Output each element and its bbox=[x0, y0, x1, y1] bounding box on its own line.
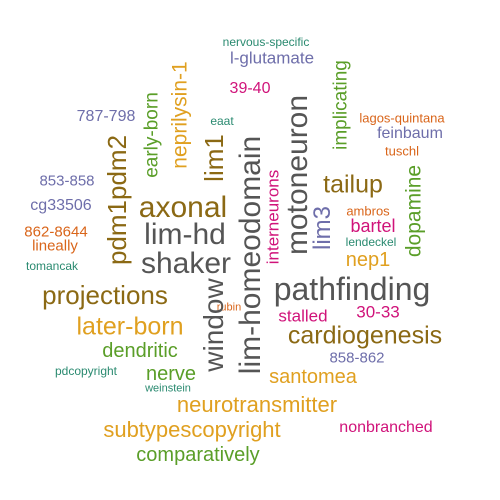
word: later-born bbox=[76, 312, 184, 341]
word: lagos-quintana bbox=[359, 110, 445, 126]
word: pdcopyright bbox=[54, 364, 118, 378]
word: lim1 bbox=[199, 134, 229, 182]
word: neprilysin-1 bbox=[168, 61, 192, 169]
word: lineally bbox=[32, 237, 78, 255]
word: window bbox=[198, 278, 229, 372]
word: projections bbox=[42, 280, 168, 310]
word: 30-33 bbox=[356, 302, 400, 322]
word: bartel bbox=[350, 216, 396, 236]
word: rubin bbox=[216, 301, 242, 314]
word: nep1 bbox=[345, 249, 391, 271]
word: nonbranched bbox=[339, 419, 433, 436]
word: 787-798 bbox=[76, 108, 136, 125]
word: axonal bbox=[138, 191, 228, 224]
word: cardiogenesis bbox=[287, 321, 443, 350]
word: 853-858 bbox=[39, 172, 95, 190]
word: neurotransmitter bbox=[176, 392, 338, 417]
word: feinbaum bbox=[377, 125, 443, 142]
word: lim-homeodomain bbox=[234, 135, 267, 375]
word: weinstein bbox=[145, 382, 191, 395]
word: l-glutamate bbox=[229, 48, 315, 68]
word: nervous-specific bbox=[222, 35, 310, 49]
word: lim-hd bbox=[144, 218, 226, 251]
word: tailup bbox=[323, 170, 383, 199]
word: tomancak bbox=[25, 259, 79, 273]
word: interneurons bbox=[263, 169, 283, 265]
word: pathfinding bbox=[273, 271, 431, 307]
word: implicating bbox=[330, 60, 352, 150]
word: pdm1pdm2 bbox=[102, 134, 132, 266]
word: cg33506 bbox=[30, 197, 92, 214]
word: eaat bbox=[210, 114, 234, 128]
word: dendritic bbox=[102, 340, 178, 362]
word: 858-862 bbox=[329, 349, 385, 367]
word: 39-40 bbox=[229, 80, 271, 97]
word: lendeckel bbox=[345, 235, 397, 249]
word: stalled bbox=[278, 306, 328, 326]
word: dopamine bbox=[402, 164, 426, 258]
word: 862-8644 bbox=[24, 223, 88, 241]
word: ambros bbox=[346, 203, 390, 219]
word: lim3 bbox=[309, 205, 336, 251]
word: shaker bbox=[140, 247, 232, 280]
word: tuschl bbox=[385, 143, 419, 159]
word: early-born bbox=[141, 92, 163, 178]
word: santomea bbox=[269, 366, 357, 388]
word: subtypescopyright bbox=[103, 417, 281, 442]
word: comparatively bbox=[136, 444, 260, 466]
word: nerve bbox=[145, 363, 197, 385]
